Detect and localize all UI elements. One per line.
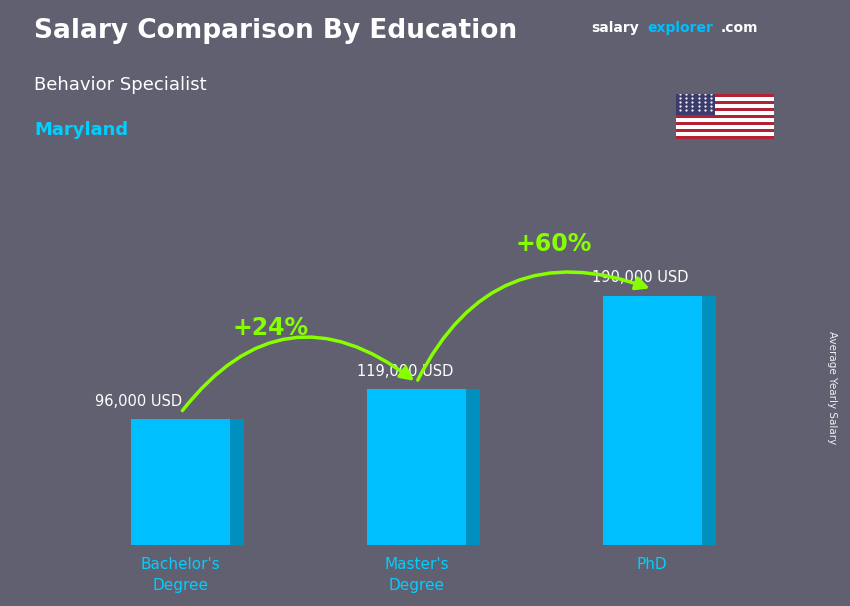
Polygon shape (702, 296, 716, 545)
Bar (676, 112, 774, 115)
Text: .com: .com (721, 21, 758, 35)
Bar (676, 94, 774, 98)
Bar (367, 389, 466, 545)
Bar (603, 296, 702, 545)
Bar (676, 129, 774, 132)
Bar (676, 98, 774, 101)
Bar (131, 419, 230, 545)
Text: Maryland: Maryland (34, 121, 128, 139)
Text: explorer: explorer (648, 21, 714, 35)
Text: salary: salary (591, 21, 638, 35)
Text: +60%: +60% (515, 232, 592, 256)
Bar (676, 136, 774, 139)
Bar (676, 108, 774, 112)
Bar (676, 101, 774, 104)
Bar (676, 118, 774, 122)
Text: Salary Comparison By Education: Salary Comparison By Education (34, 18, 517, 44)
Polygon shape (230, 419, 244, 545)
Bar (676, 132, 774, 136)
Bar (676, 104, 774, 108)
Text: Average Yearly Salary: Average Yearly Salary (827, 331, 837, 444)
Bar (676, 122, 774, 125)
Bar (676, 125, 774, 129)
Text: 190,000 USD: 190,000 USD (592, 270, 688, 285)
Bar (676, 94, 715, 115)
Text: 119,000 USD: 119,000 USD (356, 364, 453, 379)
Text: 96,000 USD: 96,000 USD (94, 394, 182, 409)
Text: Behavior Specialist: Behavior Specialist (34, 76, 207, 94)
Text: +24%: +24% (232, 316, 309, 340)
Bar (676, 115, 774, 118)
Polygon shape (466, 389, 480, 545)
